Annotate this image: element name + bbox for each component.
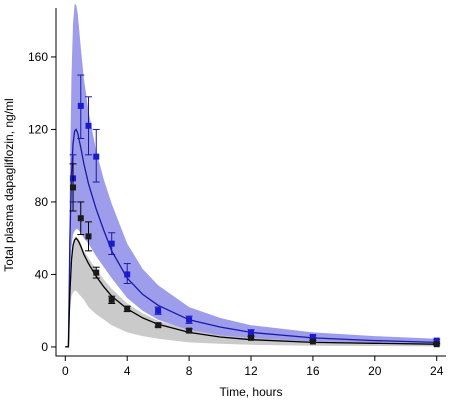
y-tick-label: 80 xyxy=(35,195,49,209)
point-series-2-11 xyxy=(433,341,441,348)
y-tick-label: 120 xyxy=(28,122,48,136)
data-point-marker xyxy=(85,233,92,240)
data-point-marker xyxy=(108,240,115,247)
y-tick-label: 40 xyxy=(35,267,49,281)
point-series-2-6 xyxy=(123,305,131,313)
data-point-marker xyxy=(77,102,84,109)
point-series-2-3 xyxy=(85,221,92,252)
x-tick-label: 0 xyxy=(62,364,69,378)
observed-points xyxy=(69,74,441,348)
model-curves xyxy=(65,128,437,348)
point-series-1-7 xyxy=(154,306,162,315)
data-point-marker xyxy=(248,334,254,341)
data-point-marker xyxy=(248,329,254,336)
x-tick-label: 8 xyxy=(186,364,193,378)
point-series-1-8 xyxy=(185,315,193,324)
data-point-marker xyxy=(433,341,440,348)
point-series-2-10 xyxy=(309,338,317,345)
band-series-1 xyxy=(65,4,437,347)
point-series-1-9 xyxy=(247,329,255,336)
x-axis-title: Time, hours xyxy=(220,385,283,399)
data-point-marker xyxy=(93,153,100,160)
x-tick-label: 12 xyxy=(244,364,258,378)
x-axis-ticks: 0 4 8 12 16 20 24 xyxy=(62,356,444,378)
y-axis-ticks: 0 40 80 120 160 xyxy=(28,50,56,354)
curve-series-2 xyxy=(65,237,437,348)
data-point-marker xyxy=(85,122,92,129)
point-series-1-2 xyxy=(77,74,85,139)
data-point-marker xyxy=(155,322,162,329)
curve-series-1 xyxy=(65,128,437,348)
data-point-marker xyxy=(70,184,77,191)
x-tick-label: 4 xyxy=(124,364,131,378)
data-point-marker xyxy=(108,296,115,303)
data-point-marker xyxy=(309,333,316,340)
plot-frame xyxy=(55,8,446,357)
point-series-1-4 xyxy=(92,128,100,183)
data-point-marker xyxy=(124,271,131,278)
data-point-marker xyxy=(155,307,162,314)
point-series-1-5 xyxy=(108,232,116,255)
point-series-2-2 xyxy=(77,201,85,236)
data-point-marker xyxy=(309,338,316,345)
point-series-2-1 xyxy=(69,163,77,212)
y-axis-title: Total plasma dapagliflozin, ng/ml xyxy=(2,98,16,271)
point-series-2-8 xyxy=(185,327,193,334)
data-point-marker xyxy=(186,316,193,323)
data-point-marker xyxy=(186,327,193,334)
point-series-1-6 xyxy=(123,263,131,284)
y-tick-label: 0 xyxy=(41,340,48,354)
point-series-1-3 xyxy=(85,96,92,156)
x-tick-label: 20 xyxy=(368,364,382,378)
x-tick-label: 16 xyxy=(306,364,320,378)
point-series-2-9 xyxy=(247,334,255,341)
point-series-2-4 xyxy=(92,266,100,279)
x-tick-label: 24 xyxy=(430,364,444,378)
data-point-marker xyxy=(93,269,100,276)
y-tick-label: 160 xyxy=(28,50,48,64)
data-point-marker xyxy=(124,305,131,312)
confidence-bands xyxy=(65,4,437,347)
point-series-2-5 xyxy=(108,295,116,304)
data-point-marker xyxy=(77,215,84,222)
point-series-2-7 xyxy=(154,322,162,329)
data-point-marker xyxy=(433,337,440,344)
